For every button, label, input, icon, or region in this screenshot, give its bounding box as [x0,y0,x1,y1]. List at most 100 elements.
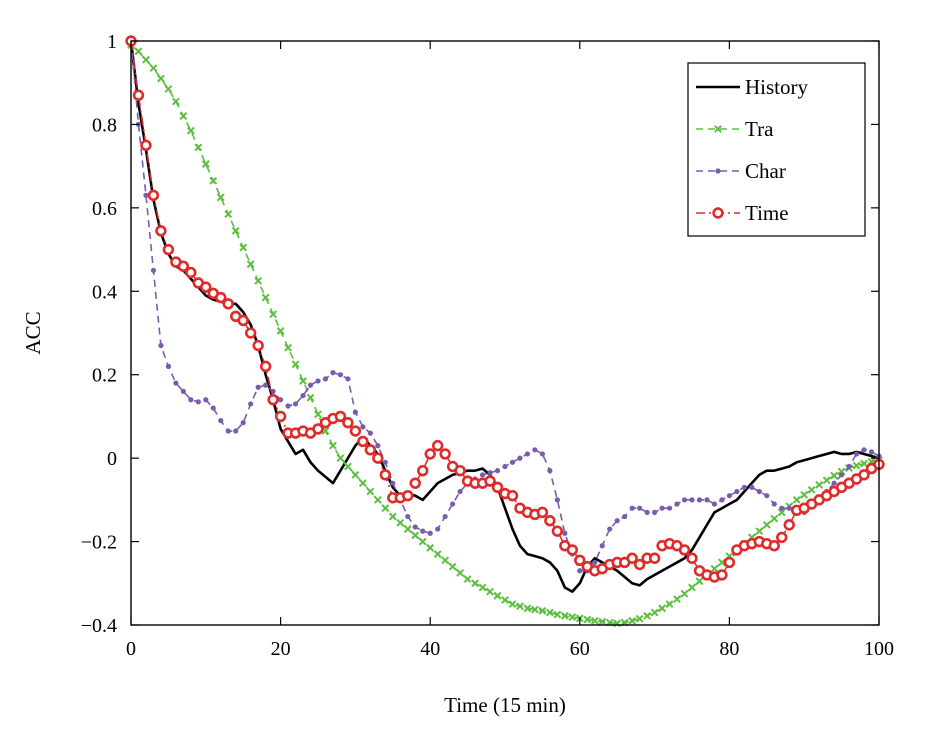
point-tra-40 [426,543,435,552]
axes-frame [130,40,880,626]
point-tra-4 [157,74,165,83]
point-char-47 [479,472,486,478]
point-tra-10 [201,160,210,168]
point-char-54 [532,447,538,453]
point-tra-25 [314,410,322,419]
x-tick-label-2: 40 [420,638,440,660]
point-char-3 [150,267,157,274]
point-char-23 [300,392,306,399]
point-tra-38 [411,531,420,540]
point-time-80 [723,556,736,569]
point-char-71 [659,505,665,511]
point-char-76 [696,497,703,503]
point-tra-39 [418,537,427,546]
point-char-67 [629,505,635,511]
point-tra-11 [209,176,218,185]
point-tra-18 [261,293,270,302]
point-char-82 [741,484,747,490]
series-time [125,35,885,583]
point-tra-59 [568,613,577,621]
legend-item-time: Time [696,201,789,225]
point-tra-53 [523,604,532,613]
point-time-38 [409,477,421,489]
y-tick-label-5: 0.6 [92,198,117,220]
point-tra-24 [306,393,315,402]
point-time-41 [431,439,444,452]
point-tra-43 [448,562,457,571]
point-tra-23 [299,377,307,385]
point-tra-50 [501,596,509,604]
point-char-66 [622,513,628,520]
point-char-38 [412,524,418,530]
point-char-98 [861,447,867,453]
point-char-84 [756,488,762,495]
point-tra-41 [433,550,442,558]
point-tra-17 [254,276,263,285]
point-tra-9 [194,143,203,152]
point-char-14 [233,428,239,434]
point-tra-46 [471,579,479,588]
point-char-85 [764,493,770,499]
point-tra-48 [486,587,494,596]
point-char-48 [487,470,493,476]
legend-marker-tra [714,125,722,133]
point-time-42 [439,448,451,460]
point-tra-42 [441,556,450,565]
point-time-3 [147,189,160,202]
legend-label-history: History [745,75,809,99]
point-tra-84 [755,527,764,536]
point-tra-45 [463,575,472,584]
point-tra-12 [216,193,225,202]
point-char-19 [270,388,276,394]
point-char-43 [450,501,456,507]
point-time-30 [349,425,362,437]
point-char-96 [846,463,852,470]
legend-item-tra: Tra [696,117,774,141]
point-char-34 [382,459,388,465]
legend-label-time: Time [745,201,789,225]
plot-area [125,35,885,628]
point-time-19 [267,394,279,406]
point-char-37 [405,513,411,520]
point-tra-71 [658,604,666,613]
legend: History Tra Char Time [687,62,866,237]
point-char-16 [248,401,254,407]
legend-item-history: History [696,75,809,99]
point-char-60 [577,568,583,574]
point-tra-21 [284,343,292,352]
point-char-4 [158,342,164,349]
point-char-69 [644,509,650,515]
point-char-64 [607,526,613,532]
point-char-52 [517,455,523,461]
legend-label-char: Char [745,159,786,183]
point-time-18 [259,360,272,373]
point-char-20 [278,397,284,403]
point-tra-19 [269,310,278,319]
point-char-77 [704,497,710,503]
point-tra-36 [396,518,405,527]
x-axis-label: Time (15 min) [444,693,566,717]
point-time-34 [379,469,392,481]
point-tra-20 [276,327,285,335]
point-tra-8 [186,126,195,135]
point-tra-98 [860,459,868,468]
point-time-5 [162,243,175,256]
point-char-44 [457,488,463,495]
point-char-50 [502,463,508,470]
point-tra-35 [388,512,397,521]
point-tra-31 [358,479,367,488]
point-tra-92 [815,480,824,489]
point-char-56 [547,468,553,474]
point-char-70 [652,509,658,515]
point-char-39 [420,528,426,534]
point-tra-68 [635,614,644,623]
point-char-11 [210,405,216,411]
point-char-27 [330,370,336,376]
point-char-21 [285,403,291,409]
point-tra-89 [792,495,801,504]
point-char-8 [188,397,194,403]
point-tra-13 [224,210,233,219]
point-tra-6 [171,97,180,106]
point-tra-15 [239,243,248,252]
